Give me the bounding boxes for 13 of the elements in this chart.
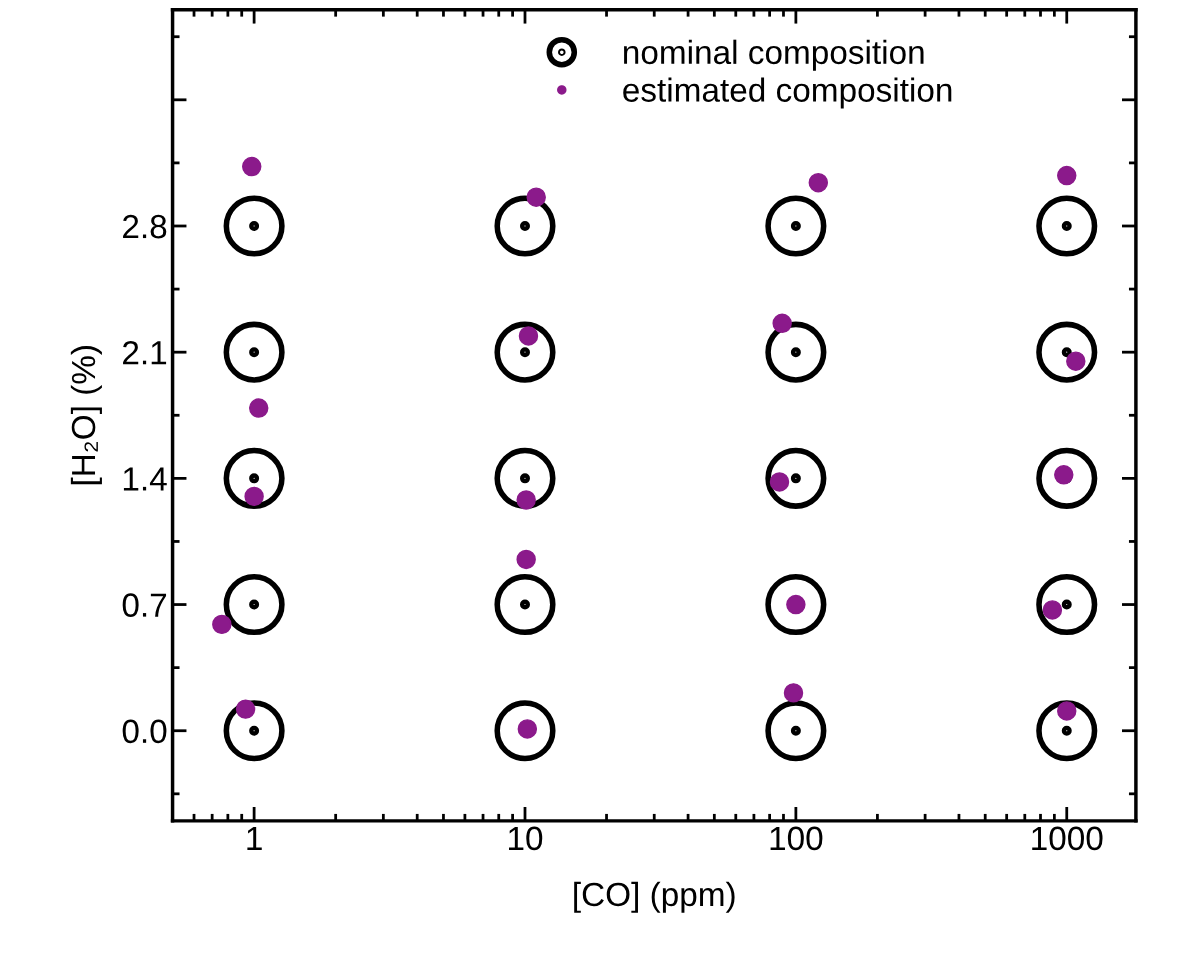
y-tick-label: 0.7 [122, 593, 167, 617]
y-axis-title: [H₂O] (%) [70, 346, 102, 485]
legend-label: nominal composition [624, 39, 924, 71]
y-tick-label: 0.0 [122, 719, 167, 744]
y-tick-label: 2.1 [123, 340, 167, 365]
x-tick-label: 1 [247, 826, 262, 850]
legend-label: estimated composition [623, 77, 952, 109]
x-axis-title: [CO] (ppm) [574, 881, 735, 913]
x-tick-label: 1000 [1032, 826, 1103, 851]
y-tick-label: 2.8 [123, 214, 167, 239]
y-tick-label: 1.4 [123, 467, 167, 491]
x-tick-label: 10 [509, 826, 543, 851]
x-tick-label: 100 [770, 826, 823, 851]
